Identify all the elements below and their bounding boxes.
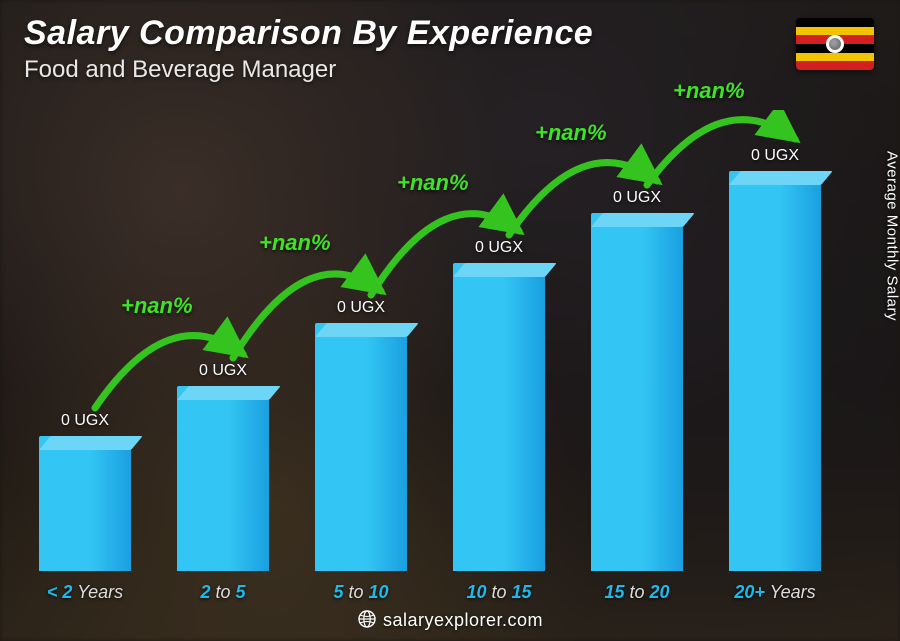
bar-shape <box>591 213 683 571</box>
increase-pct-label: +nan% <box>397 170 469 196</box>
bar-x-label: 5 to 10 <box>333 582 388 603</box>
infographic-stage: Salary Comparison By Experience Food and… <box>0 0 900 641</box>
increase-pct-label: +nan% <box>121 293 193 319</box>
footer-text: salaryexplorer.com <box>383 610 543 630</box>
chart-subtitle: Food and Beverage Manager <box>24 56 336 84</box>
bar-x-label: 20+ Years <box>734 582 815 603</box>
bar-value-label: 0 UGX <box>199 362 247 380</box>
bar-x-label: 15 to 20 <box>604 582 669 603</box>
flag-stripe <box>796 18 874 27</box>
bar-front-face <box>315 323 407 571</box>
bar-front-face <box>729 171 821 571</box>
bar-chart: 0 UGX< 2 Years0 UGX2 to 50 UGX5 to 100 U… <box>10 110 850 571</box>
bar-shape <box>453 263 545 571</box>
bar-top-face <box>591 213 695 227</box>
bar: 0 UGX2 to 5 <box>163 362 283 571</box>
bar-value-label: 0 UGX <box>61 412 109 430</box>
globe-icon <box>357 609 377 629</box>
bar-top-face <box>453 263 557 277</box>
bar: 0 UGX< 2 Years <box>25 412 145 571</box>
bar: 0 UGX5 to 10 <box>301 299 421 571</box>
bar-top-face <box>177 386 281 400</box>
increase-pct-label: +nan% <box>259 230 331 256</box>
flag-stripe <box>796 53 874 62</box>
bar-front-face <box>591 213 683 571</box>
bar-shape <box>39 436 131 571</box>
bar-x-label: 10 to 15 <box>466 582 531 603</box>
bar-front-face <box>39 436 131 571</box>
y-axis-title: Average Monthly Salary <box>884 151 900 321</box>
footer-attribution: salaryexplorer.com <box>0 609 900 631</box>
bar-value-label: 0 UGX <box>337 299 385 317</box>
bar-shape <box>315 323 407 571</box>
country-flag-uganda <box>796 18 874 70</box>
increase-pct-label: +nan% <box>673 78 745 104</box>
chart-title: Salary Comparison By Experience <box>24 14 593 53</box>
bar-x-label: 2 to 5 <box>200 582 245 603</box>
bar: 0 UGX10 to 15 <box>439 239 559 571</box>
bar-top-face <box>729 171 833 185</box>
bar-top-face <box>39 436 143 450</box>
bar-shape <box>729 171 821 571</box>
bar-front-face <box>453 263 545 571</box>
bar-shape <box>177 386 269 571</box>
bar-value-label: 0 UGX <box>751 147 799 165</box>
bar-value-label: 0 UGX <box>613 189 661 207</box>
bar: 0 UGX15 to 20 <box>577 189 697 571</box>
bar-front-face <box>177 386 269 571</box>
flag-emblem <box>826 35 844 53</box>
bar-top-face <box>315 323 419 337</box>
increase-pct-label: +nan% <box>535 120 607 146</box>
bar: 0 UGX20+ Years <box>715 147 835 571</box>
flag-stripe <box>796 61 874 70</box>
bar-x-label: < 2 Years <box>47 582 123 603</box>
bar-value-label: 0 UGX <box>475 239 523 257</box>
